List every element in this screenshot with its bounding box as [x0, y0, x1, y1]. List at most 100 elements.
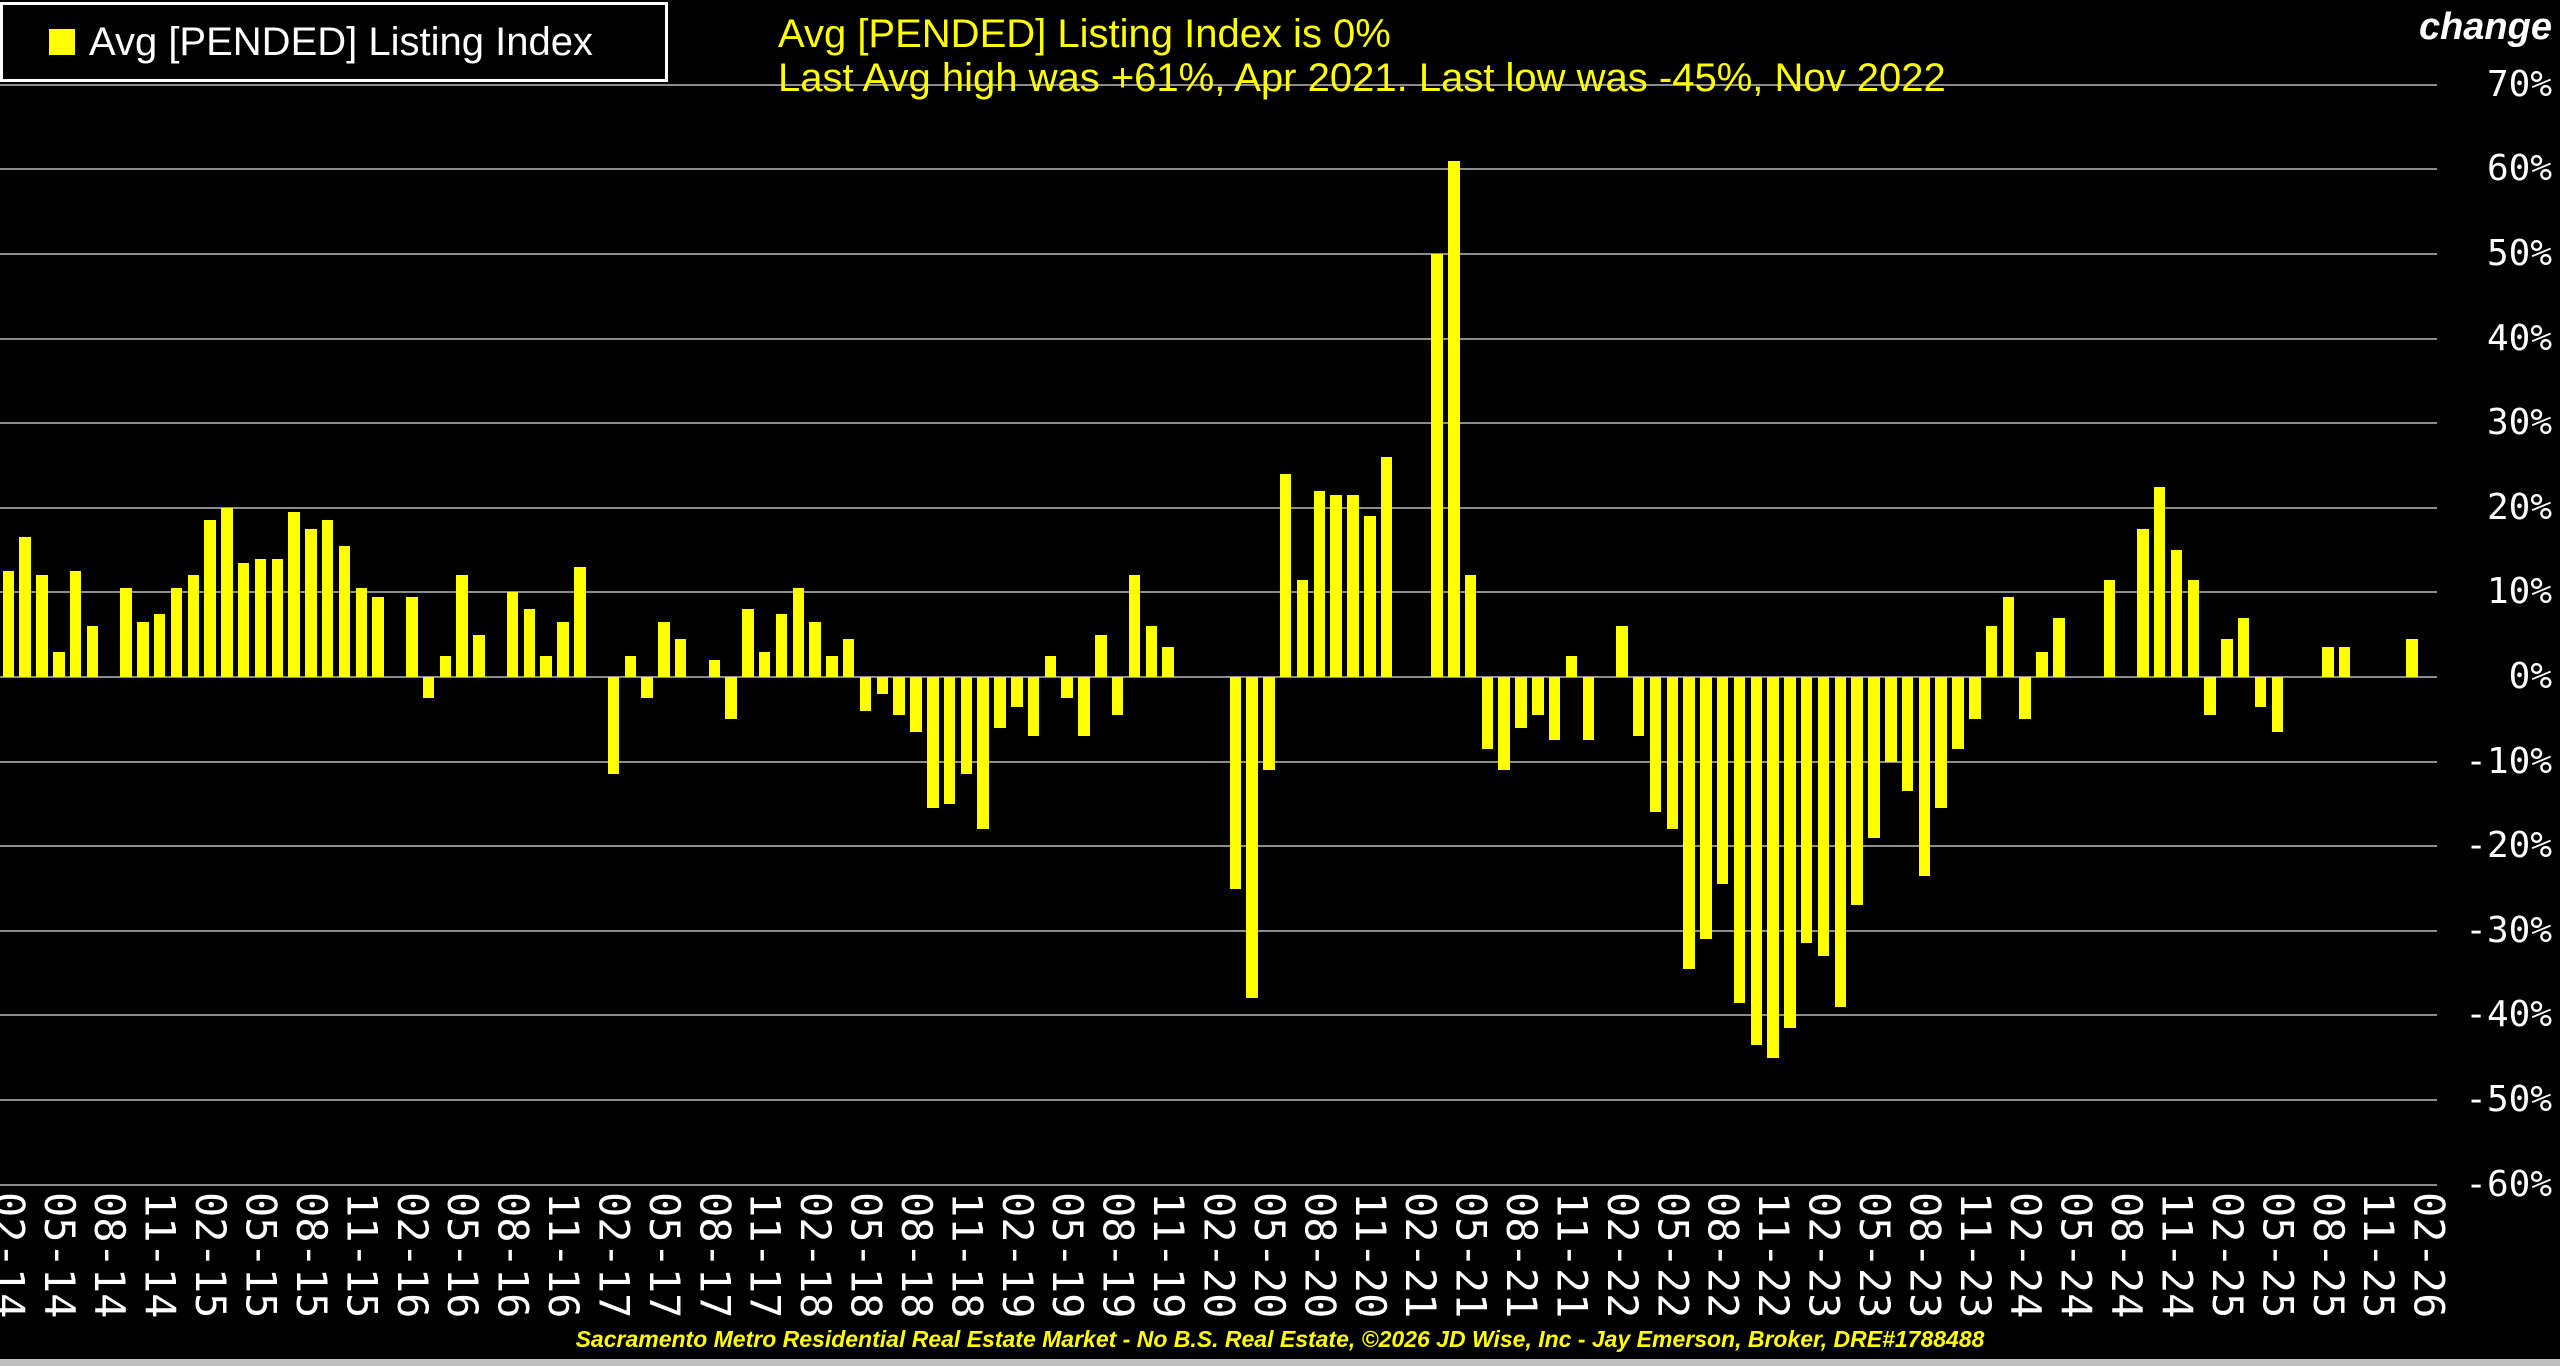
x-axis-tick-label: 02-18: [791, 1192, 841, 1319]
bar: [977, 677, 989, 830]
bar: [372, 596, 384, 677]
bar: [1683, 677, 1695, 969]
bar: [473, 634, 485, 677]
bar: [876, 677, 889, 694]
gridline: [0, 929, 2437, 932]
bar: [658, 622, 670, 677]
y-axis-tick-label: 30%: [2486, 402, 2552, 444]
y-axis-tick-label: -20%: [2465, 825, 2552, 867]
bar: [2002, 596, 2015, 677]
bar: [1145, 626, 1158, 677]
x-axis-tick-label: 05-22: [1648, 1192, 1698, 1319]
bar: [1532, 677, 1544, 716]
x-axis-tick-label: 02-14: [0, 1192, 34, 1319]
bar: [355, 588, 368, 677]
gridline: [0, 845, 2437, 848]
bar: [674, 638, 687, 677]
bottom-edge-strip: [0, 1359, 2560, 1366]
bar: [641, 677, 653, 699]
x-axis-tick-label: 08-22: [1698, 1192, 1748, 1319]
legend-label: Avg [PENDED] Listing Index: [89, 19, 593, 64]
bar: [624, 655, 636, 677]
bar: [1985, 626, 1998, 677]
bar: [1700, 677, 1712, 940]
bar: [1011, 677, 1023, 707]
x-axis-tick-label: 02-21: [1396, 1192, 1446, 1319]
bar: [1313, 490, 1326, 677]
bar: [607, 677, 620, 775]
bar: [237, 562, 250, 677]
x-axis-tick-label: 08-16: [488, 1192, 538, 1319]
bar: [2019, 677, 2031, 720]
bar: [2036, 651, 2048, 677]
x-axis-tick-label: 11-22: [1749, 1192, 1799, 1319]
y-axis-tick-label: -10%: [2465, 740, 2552, 782]
x-axis-tick-label: 05-15: [236, 1192, 286, 1319]
bar: [1095, 634, 1107, 677]
bar: [153, 613, 166, 677]
bar: [2338, 647, 2351, 677]
bar: [2237, 617, 2250, 677]
x-axis-tick-label: 05-18: [841, 1192, 891, 1319]
x-axis-tick-label: 05-23: [1849, 1192, 1899, 1319]
annotation-current-value: Avg [PENDED] Listing Index is 0%: [778, 12, 1391, 56]
gridline: [0, 1014, 2437, 1017]
bar: [1666, 677, 1679, 830]
bar: [86, 626, 99, 677]
x-axis-tick-label: 11-23: [1950, 1192, 2000, 1319]
bar: [1263, 677, 1275, 771]
bar: [2271, 677, 2284, 732]
y-axis-tick-label: -50%: [2465, 1079, 2552, 1120]
bar: [1834, 677, 1847, 1007]
bar: [1649, 677, 1662, 813]
y-axis-tick-label: 40%: [2486, 317, 2552, 359]
x-axis-tick-label: 05-21: [1446, 1192, 1496, 1319]
footer-credit: Sacramento Metro Residential Real Estate…: [575, 1326, 1985, 1352]
bar: [1044, 655, 1057, 677]
x-axis-tick-label: 05-24: [2051, 1192, 2101, 1319]
bar: [708, 660, 721, 677]
bar: [725, 677, 737, 720]
bar: [1347, 495, 1359, 677]
x-axis-tick-label: 11-25: [2354, 1192, 2404, 1319]
legend: Avg [PENDED] Listing Index: [0, 2, 668, 82]
bar: [439, 655, 452, 677]
bar: [1078, 677, 1090, 737]
bar: [1061, 677, 1073, 699]
bar: [1565, 655, 1578, 677]
bar: [69, 571, 82, 677]
bar: [406, 596, 418, 677]
bar: [1784, 677, 1796, 1029]
gridline: [0, 422, 2437, 425]
bar: [1969, 677, 1981, 720]
bar: [2153, 486, 2166, 677]
x-axis-tick-label: 11-19: [1144, 1192, 1194, 1319]
bar: [338, 545, 351, 677]
x-axis-tick-label: 11-21: [1547, 1192, 1597, 1319]
x-axis-tick-label: 05-17: [639, 1192, 689, 1319]
x-axis-tick-label: 02-26: [2404, 1192, 2454, 1319]
bar: [1817, 677, 1830, 957]
bar: [742, 609, 754, 677]
y-axis-title: change: [2418, 6, 2552, 48]
bar: [2221, 638, 2233, 677]
bar: [321, 520, 334, 677]
bar: [456, 575, 468, 677]
x-axis-tick-label: 08-19: [1093, 1192, 1143, 1319]
y-axis-tick-label: -30%: [2465, 909, 2552, 951]
bar: [187, 575, 200, 677]
y-axis-tick-label: 20%: [2486, 486, 2552, 528]
bar: [1918, 677, 1931, 876]
x-axis-tick-label: 11-16: [539, 1192, 589, 1319]
bar: [1498, 677, 1510, 771]
bar: [1128, 575, 1141, 677]
bar: [1733, 677, 1746, 1003]
gridline: [0, 591, 2437, 594]
gridline: [0, 1099, 2437, 1101]
x-axis-tick-label: 02-19: [992, 1192, 1042, 1319]
bar: [305, 528, 317, 677]
y-axis-tick-label: 50%: [2486, 233, 2552, 274]
bar: [574, 567, 586, 677]
bar: [2204, 677, 2216, 716]
